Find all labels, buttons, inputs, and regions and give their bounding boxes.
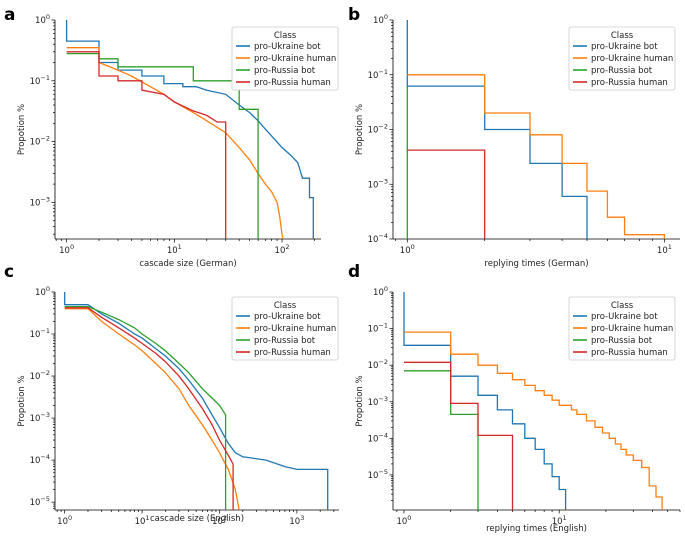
series-group [65, 20, 314, 239]
x-tick-label: 101 [552, 514, 567, 527]
y-tick-label: 10−3 [30, 195, 50, 208]
series-pro-russia-human [66, 51, 227, 239]
series-pro-ukraine-bot [403, 292, 567, 510]
x-axis-label: replying times (English) [486, 524, 587, 534]
series-pro-russia-human [404, 361, 514, 510]
y-axis-label: Propotion % [17, 375, 27, 426]
y-tick-label: 10−5 [30, 495, 50, 508]
y-axis-label: Propotion % [355, 375, 365, 426]
x-axis-label: replying times (German) [484, 259, 588, 269]
legend-title: Class [274, 301, 297, 311]
panel-letter-c: c [4, 262, 14, 282]
x-tick-label: 102 [275, 243, 290, 256]
series-pro-ukraine-human [407, 74, 666, 239]
legend-frame [231, 26, 339, 91]
series-pro-russia-human [407, 149, 486, 239]
legend-entry: pro-Ukraine human [591, 324, 673, 334]
panel-letter-b: b [348, 5, 360, 25]
y-tick-label: 10−4 [30, 453, 50, 466]
legend-entry: pro-Ukraine bot [254, 42, 321, 52]
panel-letter-d: d [348, 262, 360, 282]
y-tick-label: 10−5 [368, 468, 388, 481]
legend-entry: pro-Russia human [591, 78, 668, 88]
legend-frame [568, 296, 676, 361]
panel-b: b 100 101 10−4 10−3 10−2 10−1 100 replying times… [348, 5, 680, 269]
series-pro-russia-bot [66, 52, 259, 239]
legend-frame [231, 296, 339, 361]
y-axis-label: Propotion % [355, 104, 365, 155]
x-tick-label: 101 [135, 514, 150, 527]
legend-entry: pro-Ukraine human [254, 324, 336, 334]
panel-a: a 100 101 102 10−3 10−2 10−1 100 cascade size (G… [4, 5, 339, 269]
legend-title: Class [611, 301, 634, 311]
y-tick-label: 10−2 [368, 358, 388, 371]
x-tick-label: 100 [396, 514, 411, 527]
x-tick-label: 100 [59, 243, 74, 256]
y-tick-label: 10−1 [368, 68, 388, 81]
series-pro-ukraine-human [64, 308, 240, 510]
y-tick-label: 100 [35, 13, 50, 26]
series-pro-russia-bot [64, 305, 227, 510]
x-tick-label: 102 [212, 514, 227, 527]
y-tick-label: 100 [373, 13, 388, 26]
panel-letter-a: a [4, 5, 15, 25]
legend-entry: pro-Russia human [591, 348, 668, 358]
x-axis-label: cascade size (German) [139, 259, 236, 269]
y-tick-label: 10−4 [368, 232, 388, 245]
legend-entry: pro-Russia human [254, 78, 331, 88]
x-tick-label: 101 [657, 243, 672, 256]
y-tick-label: 10−1 [368, 322, 388, 335]
y-tick-label: 10−3 [368, 395, 388, 408]
x-tick-label: 103 [289, 514, 304, 527]
series-pro-russia-human [64, 307, 234, 510]
legend-entry: pro-Russia bot [254, 336, 316, 346]
series-pro-russia-bot [404, 370, 479, 510]
y-tick-label: 10−2 [30, 369, 50, 382]
legend-entry: pro-Ukraine bot [591, 42, 658, 52]
y-tick-label: 10−1 [30, 327, 50, 340]
series-pro-ukraine-bot [64, 292, 329, 510]
legend-title: Class [274, 31, 297, 41]
y-tick-label: 10−3 [30, 411, 50, 424]
legend-entry: pro-Ukraine human [254, 54, 336, 64]
legend-entry: pro-Russia bot [591, 66, 653, 76]
x-tick-label: 100 [57, 514, 72, 527]
legend-entry: pro-Ukraine bot [591, 312, 658, 322]
y-tick-label: 100 [35, 285, 50, 298]
legend-entry: pro-Russia bot [254, 66, 316, 76]
y-tick-label: 10−4 [368, 431, 388, 444]
series-pro-ukraine-human [66, 47, 284, 239]
legend-entry: pro-Ukraine human [591, 54, 673, 64]
y-tick-label: 10−3 [368, 177, 388, 190]
y-tick-label: 10−2 [368, 123, 388, 136]
panel-d: d 100 101 10−5 10−4 10−3 10−2 10−1 100 replying t… [348, 262, 681, 534]
series-group [64, 292, 329, 510]
legend-title: Class [611, 31, 634, 41]
y-tick-label: 100 [373, 285, 388, 298]
legend-entry: pro-Russia bot [591, 336, 653, 346]
x-tick-label: 100 [400, 243, 415, 256]
y-tick-label: 10−1 [30, 74, 50, 87]
x-tick-label: 101 [167, 243, 182, 256]
series-group [406, 20, 666, 239]
legend-frame [568, 26, 676, 91]
x-axis-label: cascade size (English) [150, 514, 244, 524]
y-axis-label: Propotion % [17, 104, 27, 155]
series-pro-ukraine-human [404, 331, 663, 510]
series-pro-ukraine-bot [406, 20, 588, 239]
legend-entry: pro-Russia human [254, 348, 331, 358]
legend-entry: pro-Ukraine bot [254, 312, 321, 322]
series-group [403, 292, 663, 510]
y-tick-label: 10−2 [30, 135, 50, 148]
panel-c: c 100 101 102 103 10−5 10−4 10−3 10−2 10−1 100 casc… [4, 262, 339, 527]
